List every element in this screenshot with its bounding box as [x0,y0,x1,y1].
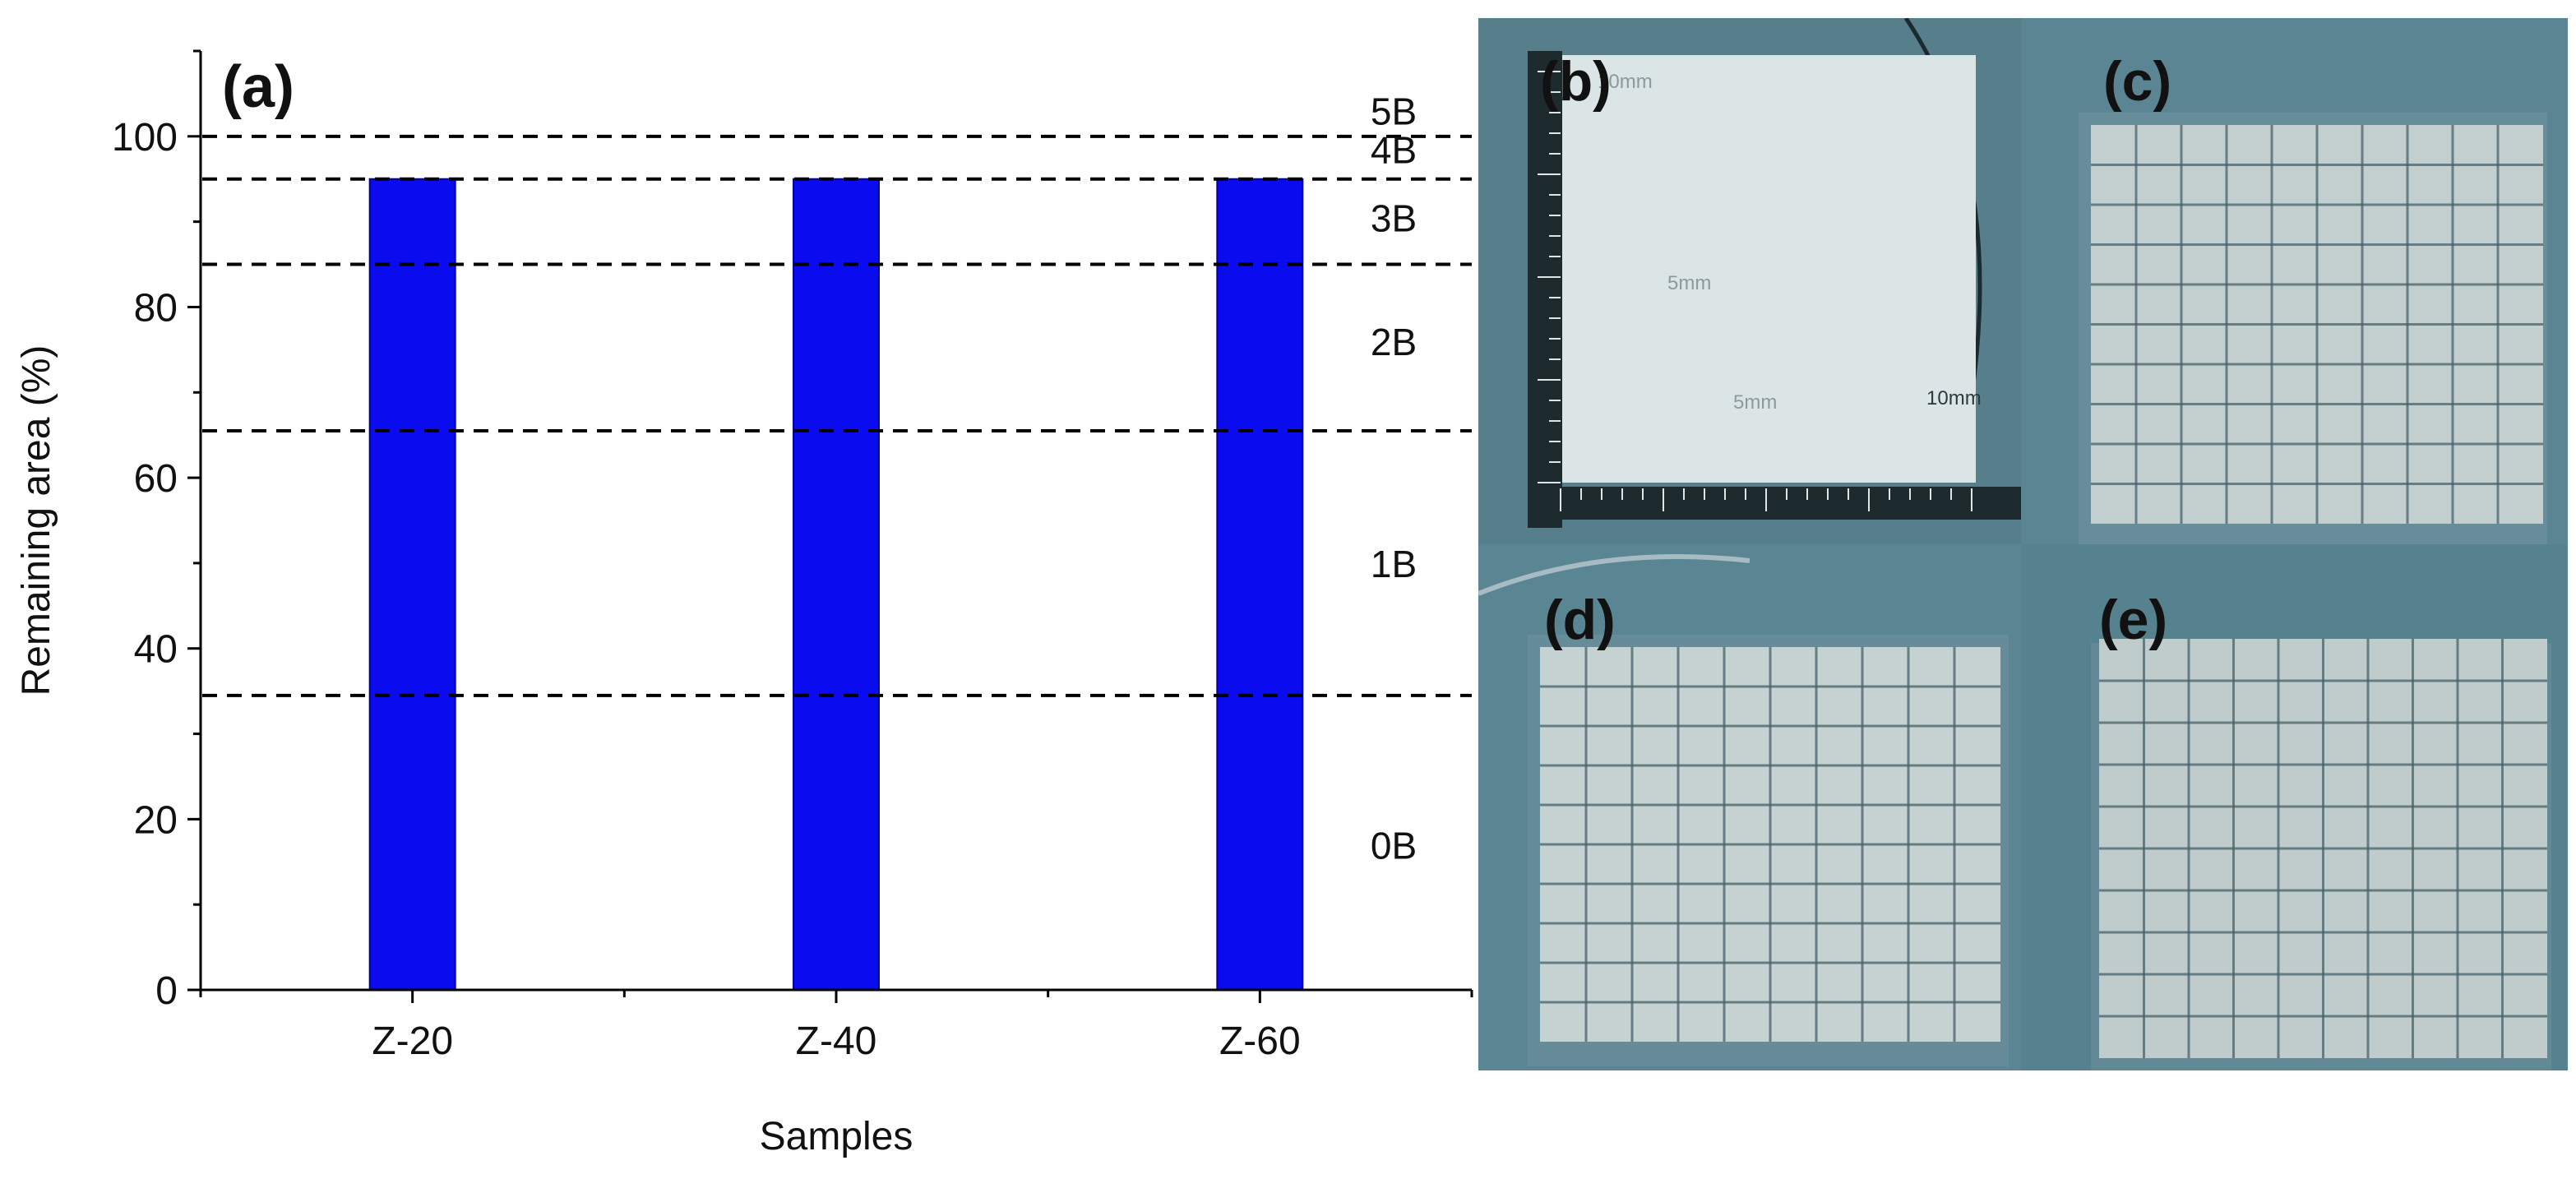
photo-e: (e) [2021,544,2568,1070]
photo-b-label: (b) [1540,50,1612,113]
y-axis-title: Remaining area (%) [15,345,58,696]
photo-c-image: (c) [2021,18,2568,544]
y-tick-label: 0 [155,969,178,1013]
ruler-label-5mm-horizontal: 5mm [1733,391,1777,414]
bar-z-20 [368,178,456,991]
bar-z-40 [793,178,880,991]
bar-z-60 [1216,178,1304,991]
x-tick-label: Z-20 [372,1019,453,1063]
photo-e-image: (e) [2021,544,2568,1070]
class-label-0b: 0B [1371,825,1417,867]
photo-b-image: 5mm 5mm 10mm 10mm (b) [1478,18,2021,544]
bar-chart: 0 20 40 60 80 100 Z-20 Z-40 Z-60 Samples Remaining… [15,49,1473,1158]
photo-e-label: (e) [2099,589,2167,651]
class-label-4b: 4B [1371,128,1417,171]
class-label-2b: 2B [1371,321,1417,363]
photo-d-image: (d) [1478,544,2021,1070]
ruler-label-5mm-vertical: 5mm [1667,272,1711,294]
ruler-label-10mm-right: 10mm [1926,387,1982,409]
class-label-3b: 3B [1371,196,1417,239]
y-tick-label: 40 [134,628,178,672]
y-tick-label: 80 [134,286,178,330]
x-tick-label: Z-40 [796,1019,877,1063]
photo-b: 5mm 5mm 10mm 10mm (b) [1478,18,2021,544]
x-axis-title: Samples [760,1115,913,1158]
y-tick-label: 60 [134,457,178,501]
chart-panel-label: (a) [222,54,294,120]
ruler-label-10mm-top: 10mm [1598,71,1653,93]
x-tick-label: Z-60 [1219,1019,1301,1063]
y-tick-label: 20 [134,798,178,842]
photo-c-label: (c) [2103,50,2171,113]
photo-d: (d) [1478,544,2021,1070]
y-tick-label: 100 [112,116,178,160]
photo-c: (c) [2021,18,2568,544]
photo-d-label: (d) [1544,589,1616,651]
class-label-1b: 1B [1371,543,1417,585]
class-label-5b: 5B [1371,90,1417,133]
